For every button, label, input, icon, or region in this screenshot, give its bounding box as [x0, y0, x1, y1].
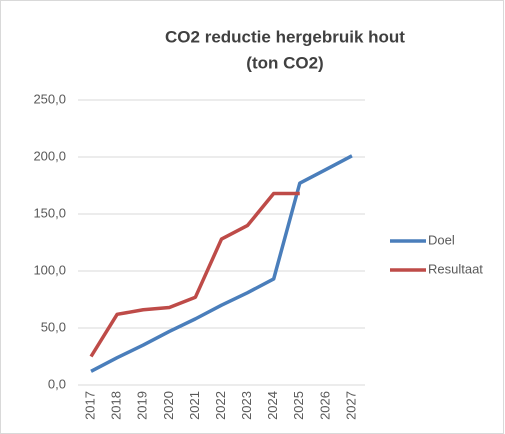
chart-title: CO2 reductie hergebruik hout [165, 27, 405, 46]
y-tick-label: 150,0 [33, 205, 66, 220]
y-tick-label: 50,0 [41, 319, 66, 334]
legend-label: Resultaat [428, 261, 483, 276]
x-tick-label: 2026 [317, 391, 332, 420]
x-tick-label: 2024 [265, 391, 280, 420]
x-tick-label: 2023 [239, 391, 254, 420]
y-tick-label: 250,0 [33, 91, 66, 106]
x-tick-label: 2025 [291, 391, 306, 420]
x-tick-label: 2021 [187, 391, 202, 420]
x-tick-label: 2020 [161, 391, 176, 420]
y-tick-label: 100,0 [33, 262, 66, 277]
series-line [89, 191, 300, 358]
x-tick-label: 2017 [82, 391, 97, 420]
x-tick-label: 2027 [343, 391, 358, 420]
chart-title: (ton CO2) [246, 53, 323, 72]
x-tick-label: 2018 [109, 391, 124, 420]
y-tick-label: 0,0 [48, 376, 66, 391]
y-tick-label: 200,0 [33, 148, 66, 163]
series-line [90, 154, 353, 373]
legend-label: Doel [428, 232, 455, 247]
x-tick-label: 2022 [213, 391, 228, 420]
x-tick-label: 2019 [135, 391, 150, 420]
